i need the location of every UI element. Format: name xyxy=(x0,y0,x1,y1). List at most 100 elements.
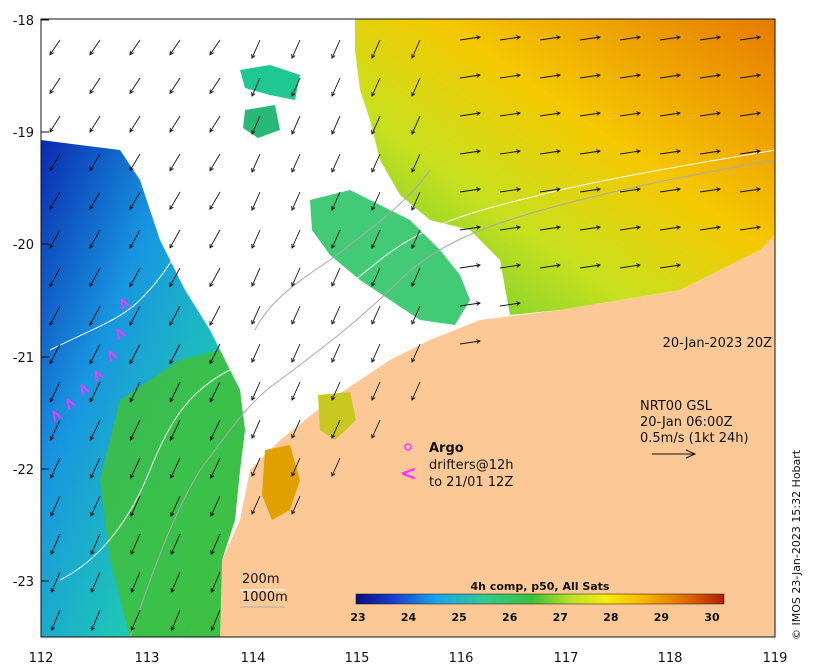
current-vector xyxy=(499,188,521,193)
current-vector-head xyxy=(331,471,336,477)
current-vector-head xyxy=(411,129,416,135)
current-vector xyxy=(251,343,261,363)
current-vector-head xyxy=(49,127,54,133)
current-vector xyxy=(251,267,261,287)
current-vector-head xyxy=(130,473,135,479)
colorbar-title: 4h comp, p50, All Sats xyxy=(471,580,610,593)
current-vector xyxy=(49,343,61,364)
current-vector-head xyxy=(209,435,215,441)
current-vector-head xyxy=(756,187,761,192)
current-vector xyxy=(129,115,141,133)
current-vector-head xyxy=(291,281,296,287)
current-vector-head xyxy=(516,263,521,268)
current-vector-head xyxy=(209,127,214,133)
current-vector-head xyxy=(210,626,215,632)
current-vector-head xyxy=(516,73,521,78)
current-vector-head xyxy=(636,263,641,268)
current-vector-head xyxy=(331,91,336,97)
current-vector xyxy=(129,343,141,364)
current-vector-head xyxy=(516,301,521,306)
current-vector xyxy=(169,305,181,326)
current-vector xyxy=(49,77,61,94)
current-vector xyxy=(459,74,481,79)
current-vector xyxy=(699,74,721,79)
current-vector xyxy=(170,457,181,479)
current-vector-head xyxy=(50,588,55,594)
current-vector-head xyxy=(556,35,561,40)
current-source-label: NRT00 GSL xyxy=(640,399,713,414)
current-vector-head xyxy=(291,395,296,401)
current-vector xyxy=(251,77,261,97)
current-vector xyxy=(739,36,761,41)
current-vector xyxy=(459,150,481,155)
current-vector-head xyxy=(129,282,134,288)
current-vector-head xyxy=(756,35,761,40)
current-vector xyxy=(170,495,181,517)
current-vector-head xyxy=(516,149,521,154)
credit-label: © IMOS 23-Jan-2023 15:32 Hobart xyxy=(790,449,803,640)
current-vector xyxy=(169,229,181,249)
current-vector-head xyxy=(476,73,481,78)
current-vector xyxy=(291,495,301,515)
current-vector-head xyxy=(676,111,681,116)
sst-mid-region xyxy=(310,190,470,325)
current-vector-head xyxy=(516,225,521,230)
current-vector-head xyxy=(169,166,174,172)
current-vector xyxy=(50,457,61,479)
sst-coastal-strip xyxy=(100,350,245,637)
sst-coastal-warm-2 xyxy=(318,392,356,440)
current-vector xyxy=(459,302,481,307)
current-vector-head xyxy=(636,149,641,154)
current-vector xyxy=(49,153,61,171)
current-vector-head xyxy=(209,282,214,288)
current-vector xyxy=(209,39,221,55)
current-vector xyxy=(459,188,481,193)
current-vector-head xyxy=(476,35,481,40)
current-vector xyxy=(331,381,341,401)
current-vector-head xyxy=(411,167,416,173)
current-vector-head xyxy=(130,626,135,632)
current-vector-head xyxy=(129,50,134,56)
drifters-label: drifters@12h xyxy=(429,458,514,473)
current-vector xyxy=(90,457,101,479)
current-vector xyxy=(331,419,341,439)
current-vector-head xyxy=(676,225,681,230)
current-vector-head xyxy=(516,35,521,40)
current-vector-head xyxy=(89,205,94,211)
current-vector xyxy=(251,191,261,211)
current-vector-head xyxy=(476,263,481,268)
current-vector xyxy=(251,305,261,325)
current-vector xyxy=(129,77,141,94)
current-vector xyxy=(49,115,61,133)
current-vector xyxy=(209,229,221,249)
current-vector xyxy=(411,229,421,249)
current-vector-head xyxy=(291,167,296,173)
lat-tick-label: -18 xyxy=(13,14,34,29)
current-vector xyxy=(210,571,221,593)
current-vector-head xyxy=(411,281,416,287)
current-vector xyxy=(459,112,481,117)
current-vector-head xyxy=(556,149,561,154)
current-vector xyxy=(411,191,421,211)
current-vector xyxy=(411,381,421,401)
current-vector xyxy=(331,305,341,325)
current-vector xyxy=(210,533,221,555)
lon-axis: 112 113 114 115 116 117 118 119 xyxy=(29,651,788,666)
current-vector xyxy=(699,226,721,231)
current-vector-head xyxy=(331,167,336,173)
colorbar-ticks: 23 24 25 26 27 28 29 30 xyxy=(350,611,720,624)
current-vector-head xyxy=(291,243,296,249)
lat-tick-label: -20 xyxy=(13,238,34,253)
current-vector xyxy=(371,191,381,211)
current-vector-head xyxy=(90,473,95,479)
current-vector xyxy=(169,381,181,402)
sst-coastal-warm xyxy=(262,445,300,520)
current-vector-head xyxy=(756,111,761,116)
current-vector xyxy=(129,39,141,55)
current-vector xyxy=(411,267,421,287)
current-vector xyxy=(739,112,761,117)
colorbar-tick-label: 27 xyxy=(553,611,568,624)
timestamp-label: 20-Jan-2023 20Z xyxy=(663,336,772,351)
drifters-period-label: to 21/01 12Z xyxy=(429,475,513,490)
current-vector-head xyxy=(596,111,601,116)
